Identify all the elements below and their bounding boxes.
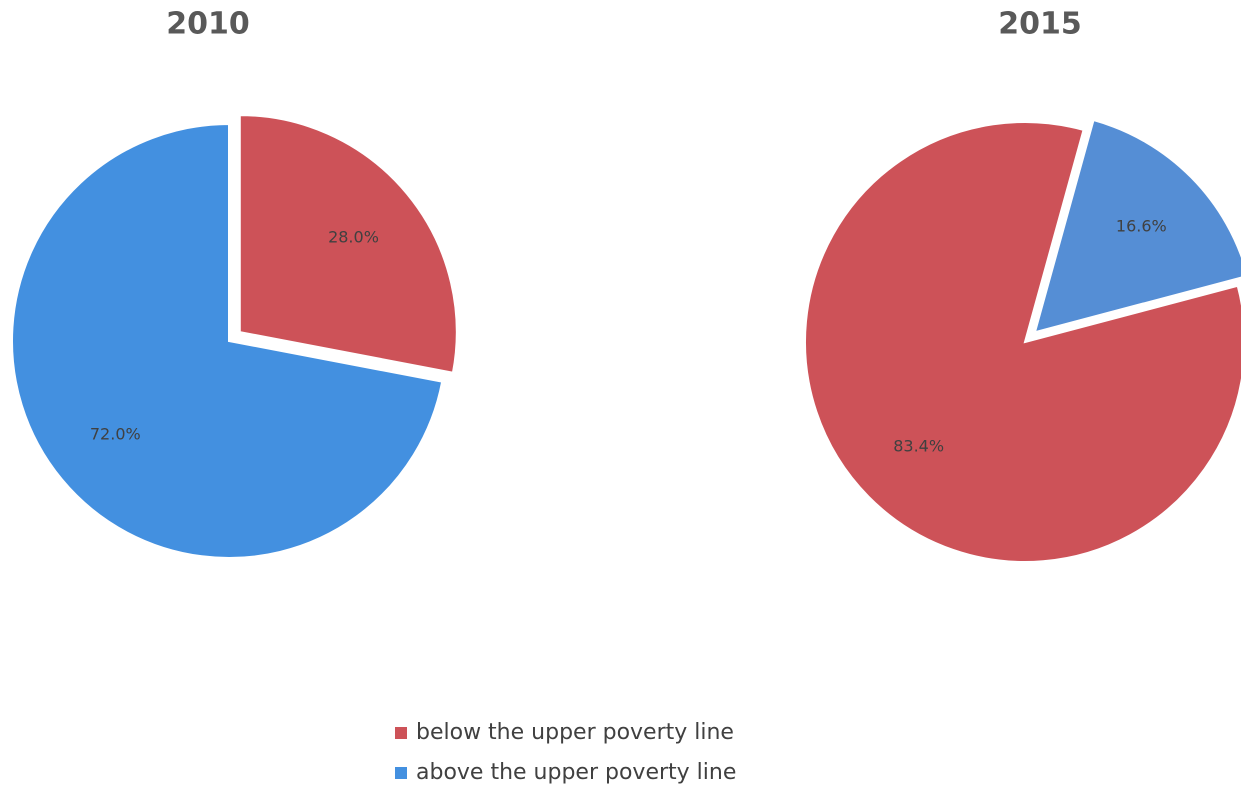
data-label: 83.4%	[893, 437, 944, 456]
data-label: 16.6%	[1116, 216, 1167, 235]
data-label: 28.0%	[328, 228, 379, 247]
data-label: 72.0%	[90, 425, 141, 444]
pie-slice	[238, 114, 458, 374]
legend-swatch	[395, 767, 407, 779]
legend-swatch	[395, 727, 407, 739]
pie-slice	[11, 122, 444, 559]
chart-title: 2010	[166, 7, 250, 42]
legend-label: above the upper poverty line	[416, 760, 736, 785]
chart-title: 2015	[998, 7, 1082, 42]
legend-label: below the upper poverty line	[416, 720, 734, 745]
pie-slice	[803, 121, 1241, 563]
